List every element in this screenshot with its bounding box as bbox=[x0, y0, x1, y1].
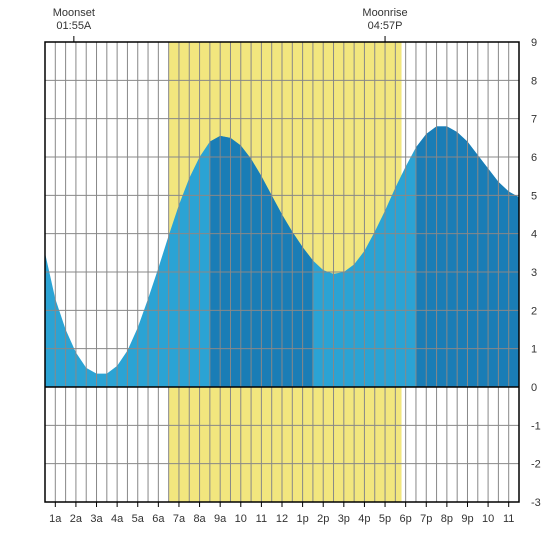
x-tick-label: 4p bbox=[358, 513, 370, 525]
x-tick-label: 8a bbox=[193, 513, 206, 525]
y-tick-label: 3 bbox=[531, 267, 537, 279]
x-tick-label: 2a bbox=[70, 513, 83, 525]
y-tick-label: 6 bbox=[531, 152, 537, 164]
x-tick-label: 6p bbox=[400, 513, 412, 525]
y-tick-label: 1 bbox=[531, 344, 537, 356]
y-tick-label: -1 bbox=[531, 420, 541, 432]
x-tick-label: 4a bbox=[111, 513, 124, 525]
x-tick-label: 9a bbox=[214, 513, 227, 525]
x-tick-label: 6a bbox=[152, 513, 165, 525]
x-tick-label: 5a bbox=[132, 513, 145, 525]
x-tick-label: 11 bbox=[256, 513, 267, 525]
y-tick-label: 7 bbox=[531, 114, 537, 126]
x-tick-label: 1p bbox=[296, 513, 308, 525]
x-tick-label: 7p bbox=[420, 513, 432, 525]
x-tick-label: 2p bbox=[317, 513, 329, 525]
y-tick-label: 2 bbox=[531, 305, 537, 317]
y-tick-label: 4 bbox=[531, 229, 537, 241]
header-label: Moonrise bbox=[362, 7, 407, 19]
x-tick-label: 11 bbox=[503, 513, 514, 525]
tide-chart: 1a2a3a4a5a6a7a8a9a1011121p2p3p4p5p6p7p8p… bbox=[0, 0, 550, 550]
x-tick-label: 10 bbox=[235, 513, 247, 525]
x-tick-label: 10 bbox=[482, 513, 494, 525]
x-tick-label: 5p bbox=[379, 513, 391, 525]
x-tick-label: 1a bbox=[49, 513, 62, 525]
y-tick-label: -2 bbox=[531, 459, 541, 471]
x-tick-label: 8p bbox=[441, 513, 453, 525]
y-tick-label: 0 bbox=[531, 382, 537, 394]
x-tick-label: 3p bbox=[338, 513, 350, 525]
header-time: 01:55A bbox=[56, 20, 92, 32]
header-time: 04:57P bbox=[368, 20, 403, 32]
y-tick-label: 8 bbox=[531, 75, 537, 87]
x-tick-label: 7a bbox=[173, 513, 186, 525]
x-tick-label: 3a bbox=[90, 513, 103, 525]
x-tick-label: 12 bbox=[276, 513, 288, 525]
x-tick-label: 9p bbox=[461, 513, 473, 525]
y-tick-label: -3 bbox=[531, 497, 541, 509]
header-label: Moonset bbox=[53, 7, 95, 19]
y-tick-label: 9 bbox=[531, 37, 537, 49]
chart-svg: 1a2a3a4a5a6a7a8a9a1011121p2p3p4p5p6p7p8p… bbox=[0, 0, 550, 550]
y-tick-label: 5 bbox=[531, 190, 537, 202]
